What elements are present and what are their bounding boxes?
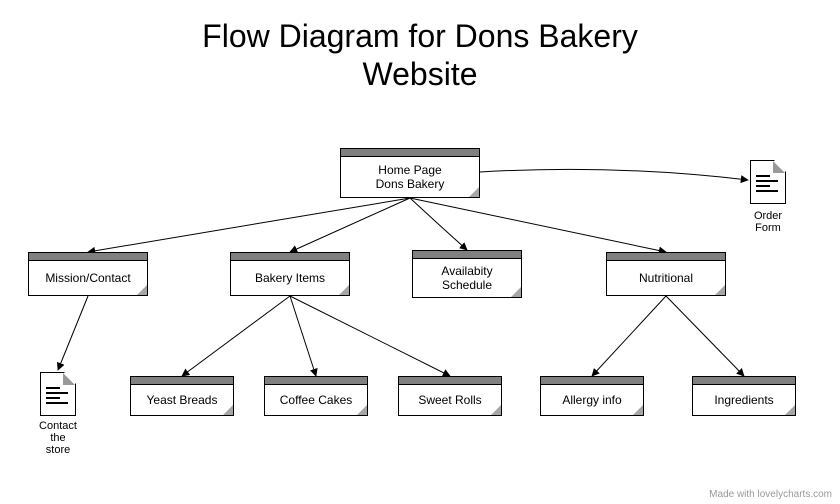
node-allergy-label: Allergy info (541, 385, 643, 415)
edge-6 (182, 296, 290, 376)
node-mission-fold-icon (137, 285, 147, 295)
node-nutritional: Nutritional (606, 252, 726, 296)
node-nutritional-header (607, 253, 725, 261)
node-mission-header (29, 253, 147, 261)
edge-0 (88, 198, 410, 252)
doc-order-label: OrderForm (736, 210, 800, 234)
node-bakery-fold-icon (339, 285, 349, 295)
node-yeast: Yeast Breads (130, 376, 234, 416)
edge-10 (666, 296, 744, 376)
edge-9 (592, 296, 666, 376)
doc-order-fold-icon (773, 161, 785, 173)
node-coffee-header (265, 377, 367, 385)
node-ingredients-label: Ingredients (693, 385, 795, 415)
node-allergy-header (541, 377, 643, 385)
node-ingredients: Ingredients (692, 376, 796, 416)
edge-4 (480, 169, 748, 180)
doc-order-lines-icon (756, 175, 778, 195)
node-mission: Mission/Contact (28, 252, 148, 296)
node-yeast-label: Yeast Breads (131, 385, 233, 415)
node-allergy: Allergy info (540, 376, 644, 416)
diagram-title-line1: Flow Diagram for Dons Bakery (0, 18, 840, 55)
node-nutritional-label: Nutritional (607, 261, 725, 295)
doc-contact-label: Contactthestore (26, 420, 90, 456)
node-bakery-label: Bakery Items (231, 261, 349, 295)
node-home-fold-icon (469, 187, 479, 197)
node-avail-fold-icon (511, 287, 521, 297)
edge-3 (410, 198, 666, 252)
node-ingredients-header (693, 377, 795, 385)
node-avail-label: AvailabitySchedule (413, 259, 521, 297)
edge-5 (58, 296, 88, 370)
node-allergy-fold-icon (633, 405, 643, 415)
node-bakery-header (231, 253, 349, 261)
node-coffee-fold-icon (357, 405, 367, 415)
node-nutritional-fold-icon (715, 285, 725, 295)
node-sweet-header (399, 377, 501, 385)
node-avail: AvailabitySchedule (412, 250, 522, 298)
node-yeast-header (131, 377, 233, 385)
diagram-title-line2: Website (0, 56, 840, 93)
edge-8 (290, 296, 450, 376)
watermark: Made with lovelycharts.com (709, 489, 832, 500)
node-sweet-label: Sweet Rolls (399, 385, 501, 415)
doc-contact-icon (40, 372, 76, 416)
node-home-header (341, 149, 479, 157)
node-mission-label: Mission/Contact (29, 261, 147, 295)
edge-2 (410, 198, 467, 250)
doc-contact-fold-icon (63, 373, 75, 385)
node-sweet-fold-icon (491, 405, 501, 415)
node-sweet: Sweet Rolls (398, 376, 502, 416)
node-home-label: Home PageDons Bakery (341, 157, 479, 197)
node-yeast-fold-icon (223, 405, 233, 415)
edge-1 (290, 198, 410, 252)
node-ingredients-fold-icon (785, 405, 795, 415)
node-coffee: Coffee Cakes (264, 376, 368, 416)
node-home: Home PageDons Bakery (340, 148, 480, 198)
node-bakery: Bakery Items (230, 252, 350, 296)
doc-order-icon (750, 160, 786, 204)
node-coffee-label: Coffee Cakes (265, 385, 367, 415)
node-avail-header (413, 251, 521, 259)
edge-7 (290, 296, 316, 376)
doc-contact-lines-icon (46, 387, 68, 407)
